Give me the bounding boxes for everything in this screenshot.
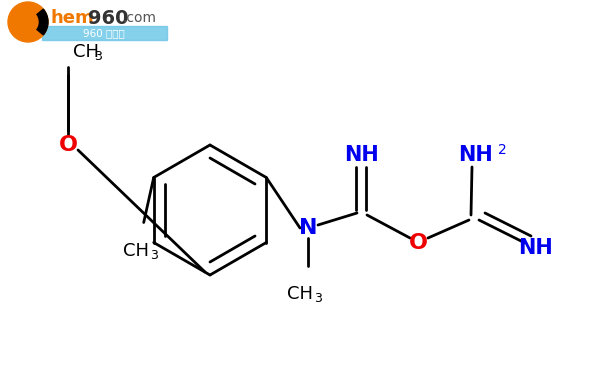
Text: .com: .com: [122, 11, 156, 25]
Circle shape: [8, 2, 48, 42]
Text: NH: NH: [345, 145, 379, 165]
Text: N: N: [299, 218, 317, 238]
Text: 3: 3: [150, 249, 158, 262]
Text: 960: 960: [88, 9, 128, 27]
Text: 3: 3: [314, 292, 322, 306]
Text: CH: CH: [287, 285, 313, 303]
Text: O: O: [59, 135, 77, 155]
Text: hem: hem: [50, 9, 94, 27]
Circle shape: [14, 10, 38, 34]
Text: 960 化工网: 960 化工网: [83, 28, 125, 38]
Text: O: O: [408, 233, 428, 253]
Text: NH: NH: [459, 145, 493, 165]
Text: 3: 3: [94, 51, 102, 63]
Text: 2: 2: [498, 143, 506, 157]
Wedge shape: [28, 9, 48, 35]
Text: CH: CH: [73, 43, 99, 61]
Text: CH: CH: [123, 242, 149, 260]
Text: NH: NH: [518, 238, 552, 258]
Bar: [42, 26, 167, 40]
